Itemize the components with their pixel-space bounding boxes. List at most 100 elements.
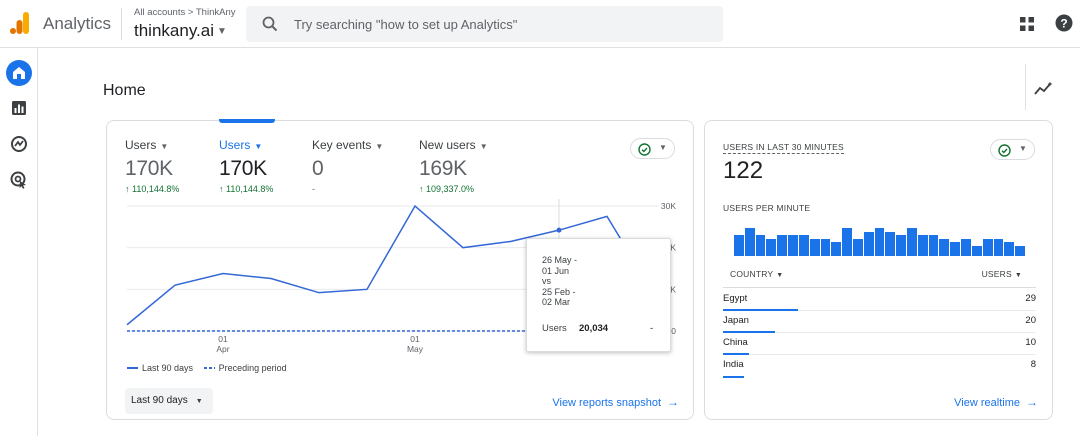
caret-down-icon: ▼ (1014, 272, 1022, 279)
dropdown-icon: ▼ (254, 142, 263, 151)
metric-tab-users-active[interactable]: Users ▼ 170K ↑ 110,144.8% (219, 138, 273, 194)
dropdown-icon: ▼ (479, 142, 488, 151)
metric-value: 0 (312, 157, 324, 180)
legend-previous: Preceding period (218, 363, 287, 373)
table-row: Japan 20 (723, 311, 1036, 333)
minute-bar[interactable] (863, 231, 874, 256)
minute-bar[interactable] (766, 238, 777, 256)
caret-down-icon: ▼ (1019, 144, 1027, 153)
minute-bar[interactable] (809, 238, 820, 256)
search-icon (262, 16, 278, 32)
minute-bar[interactable] (744, 228, 755, 256)
caret-down-icon: ▼ (659, 143, 667, 152)
nav-reports[interactable] (6, 95, 32, 121)
tooltip-range-line: vs (542, 276, 551, 286)
minute-bar[interactable] (939, 238, 950, 256)
help-icon[interactable]: ? (1055, 14, 1073, 32)
page-title: Home (103, 82, 146, 99)
apps-grid-icon[interactable] (1019, 16, 1035, 32)
arrow-right-icon: → (1026, 395, 1038, 409)
metric-label: New users (419, 138, 476, 152)
insights-icon[interactable] (1034, 81, 1054, 97)
minute-bar[interactable] (777, 235, 788, 256)
metric-change: ↑ 110,144.8% (219, 184, 274, 194)
minute-bar[interactable] (842, 228, 852, 256)
minute-bar[interactable] (734, 235, 744, 256)
view-realtime-label: View realtime (954, 397, 1020, 409)
minute-bar[interactable] (993, 238, 1004, 256)
top-bar: Analytics All accounts > ThinkAny thinka… (0, 0, 1080, 48)
caret-down-icon: ▼ (217, 26, 227, 37)
nav-advertising[interactable] (6, 167, 32, 193)
tooltip-range-line: 26 May - (542, 255, 578, 265)
property-selector[interactable]: thinkany.ai ▼ (134, 21, 227, 41)
table-row: China 10 (723, 333, 1036, 355)
minute-bar[interactable] (1004, 242, 1015, 256)
metric-tab-users[interactable]: Users ▼ 170K ↑ 110,144.8% (125, 138, 179, 194)
data-quality-status-button[interactable]: ▼ (630, 138, 675, 159)
caret-down-icon: ▼ (776, 272, 784, 279)
dropdown-icon: ▼ (160, 142, 169, 151)
date-range-label: Last 90 days (131, 395, 188, 406)
row-country: Japan (723, 315, 749, 326)
account-breadcrumb[interactable]: All accounts > ThinkAny (134, 7, 236, 18)
nav-explore[interactable] (6, 131, 32, 157)
minute-bar[interactable] (982, 238, 993, 256)
chart-tooltip: 26 May -01 Jun vs 25 Feb -02 Mar Users 20,… (526, 238, 671, 352)
minute-bar[interactable] (917, 235, 928, 256)
minute-bar[interactable] (885, 231, 896, 256)
advertising-icon (10, 171, 26, 189)
explore-icon (11, 136, 27, 152)
realtime-status-button[interactable]: ▼ (990, 139, 1035, 160)
realtime-title[interactable]: USERS IN LAST 30 MINUTES (723, 142, 844, 154)
view-reports-snapshot-link[interactable]: View reports snapshot → (552, 395, 679, 409)
series-line-current (126, 204, 656, 326)
minute-bar[interactable] (907, 228, 917, 256)
metric-change: ↑ 110,144.8% (125, 184, 180, 194)
property-name: thinkany.ai (134, 21, 215, 40)
view-reports-label: View reports snapshot (552, 397, 661, 409)
minute-bar[interactable] (798, 235, 809, 256)
minute-bar[interactable] (755, 235, 766, 256)
minute-bar[interactable] (950, 242, 961, 256)
check-circle-icon (638, 143, 651, 156)
row-bar (723, 353, 749, 355)
nav-home[interactable] (6, 60, 32, 86)
search-bar[interactable] (246, 6, 723, 42)
row-country: India (723, 359, 744, 370)
minute-bar[interactable] (820, 238, 831, 256)
minute-bar[interactable] (961, 238, 971, 256)
users-per-minute-label: USERS PER MINUTE (723, 203, 811, 213)
view-realtime-link[interactable]: View realtime → (954, 395, 1038, 409)
analytics-logo-icon[interactable] (10, 12, 30, 34)
left-nav (0, 48, 38, 436)
metric-tab-new-users[interactable]: New users ▼ 169K ↑ 109,337.0% (419, 138, 488, 194)
minute-bar[interactable] (831, 242, 842, 256)
minute-bar[interactable] (852, 238, 863, 256)
legend-dashed-swatch (203, 367, 215, 369)
users-column-header[interactable]: USERS ▼ (982, 269, 1022, 279)
table-row: Egypt 29 (723, 289, 1036, 311)
metric-change: ↑ 109,337.0% (419, 184, 475, 194)
header-divider (1025, 64, 1026, 110)
row-users: 10 (1025, 337, 1036, 348)
minute-bar[interactable] (928, 235, 939, 256)
x-tick-month: May (407, 344, 424, 354)
minute-bar[interactable] (874, 228, 885, 256)
country-column-header[interactable]: COUNTRY ▼ (730, 269, 783, 279)
overview-card: Users ▼ 170K ↑ 110,144.8% Users ▼ 170K ↑ 1… (106, 119, 694, 420)
legend-solid-swatch (127, 367, 138, 369)
metric-tab-key-events[interactable]: Key events ▼ 0 - (312, 138, 383, 194)
search-input[interactable] (292, 14, 712, 34)
metric-label: Users (219, 138, 251, 152)
realtime-value: 122 (723, 157, 764, 184)
app-title: Analytics (43, 14, 112, 33)
date-range-selector[interactable]: Last 90 days ▼ (125, 388, 213, 414)
x-tick-day: 01 (218, 334, 228, 344)
minute-bar[interactable] (971, 245, 982, 256)
minute-bar[interactable] (1015, 245, 1025, 256)
minute-bar[interactable] (788, 235, 798, 256)
x-tick-month: Apr (216, 344, 229, 354)
metric-label: Users (125, 138, 157, 152)
minute-bar[interactable] (896, 235, 907, 256)
